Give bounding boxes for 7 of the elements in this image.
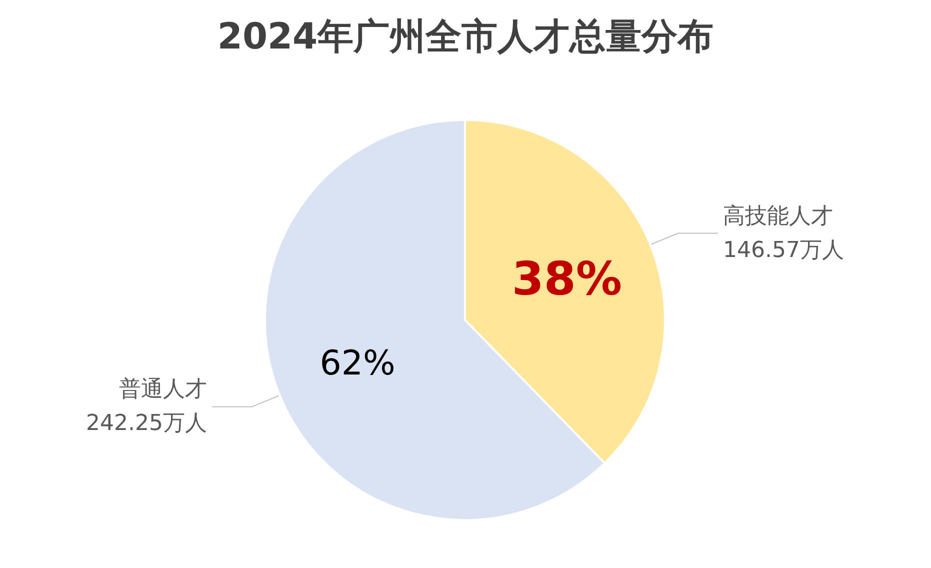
text: 62% <box>320 344 396 384</box>
text: 38% <box>512 252 622 306</box>
slice-label: 普通人才 <box>118 377 207 402</box>
data-label: 146.57万人 <box>723 238 844 263</box>
slice-label: 高技能人才 <box>723 204 834 229</box>
chart-title: 2024年广州全市人才总量分布 <box>217 16 714 58</box>
data-label: 242.25万人 <box>86 411 207 436</box>
